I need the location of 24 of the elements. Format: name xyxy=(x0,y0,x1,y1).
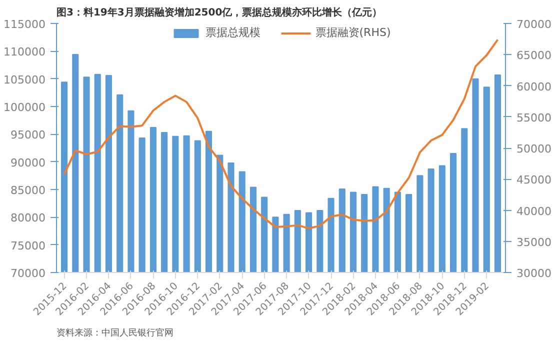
y2-tick-label: 55000 xyxy=(516,111,552,124)
legend-label: 票据总规模 xyxy=(205,25,260,40)
y-tick-label: 95000 xyxy=(10,128,46,142)
y2-tick-label: 60000 xyxy=(516,80,552,94)
y2-tick-label: 50000 xyxy=(516,142,552,156)
chart-title: 图3：料19年3月票据融资增加2500亿，票据总规模亦环比增长（亿元） xyxy=(56,6,382,18)
y-tick-label: 100000 xyxy=(4,101,46,114)
y-tick-label: 110000 xyxy=(4,46,46,59)
y2-tick-label: 35000 xyxy=(516,236,552,249)
y-tick-label: 80000 xyxy=(10,212,46,225)
line-series xyxy=(63,38,499,230)
y2-tick-label: 70000 xyxy=(516,18,552,31)
text: 资料来源：中国人民银行官网 xyxy=(56,328,174,338)
y2-tick-label: 45000 xyxy=(516,174,552,187)
y-tick-label: 85000 xyxy=(10,184,46,197)
y2-tick-label: 40000 xyxy=(516,204,552,218)
y-tick-label: 105000 xyxy=(4,73,46,86)
y-tick-label: 70000 xyxy=(10,267,46,280)
y2-tick-label: 30000 xyxy=(516,267,552,280)
y2-tick-label: 65000 xyxy=(516,49,552,62)
y-tick-label: 115000 xyxy=(4,18,46,31)
y-tick-label: 75000 xyxy=(10,239,46,252)
y-tick-label: 90000 xyxy=(10,156,46,170)
legend-label: 票据融资(RHS) xyxy=(315,25,391,40)
